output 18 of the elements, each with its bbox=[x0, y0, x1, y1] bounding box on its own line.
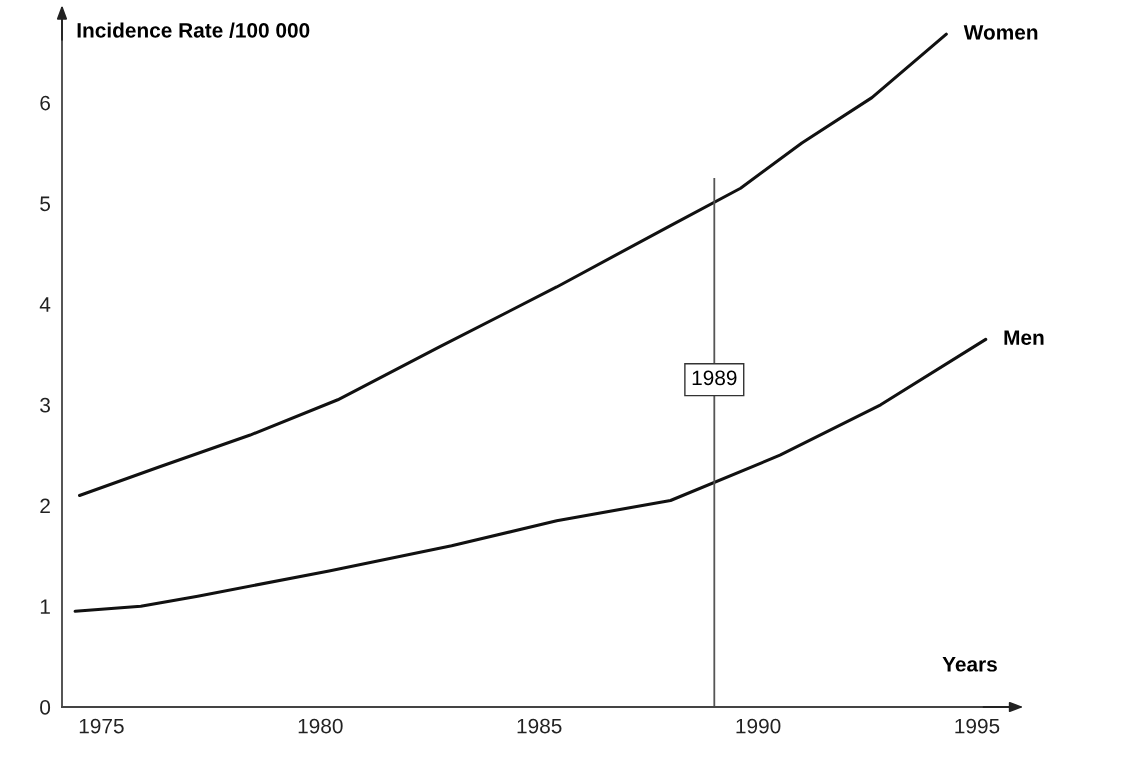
y-tick-label: 4 bbox=[39, 297, 51, 312]
y-tick-label: 3 bbox=[40, 397, 50, 413]
line-series bbox=[73, 337, 988, 613]
x-tick-label: 1995 bbox=[955, 718, 1000, 734]
y-tick-label: 1 bbox=[40, 599, 50, 614]
x-tick-label: 1975 bbox=[79, 718, 124, 734]
series-label: Men bbox=[1004, 330, 1044, 345]
x-tick-label: 1985 bbox=[517, 718, 562, 734]
ref-line-label: 1989 bbox=[692, 370, 737, 386]
x-tick-label: 1990 bbox=[736, 718, 781, 734]
y-tick-label: 0 bbox=[40, 700, 51, 715]
series-label: Women bbox=[963, 25, 1038, 40]
y-tick-label: 6 bbox=[40, 95, 50, 111]
y-tick-label: 2 bbox=[40, 498, 50, 514]
y-axis-title: Incidence Rate /100 000 bbox=[77, 22, 310, 38]
x-axis-title: Years bbox=[942, 657, 997, 672]
x-tick-label: 1980 bbox=[298, 718, 343, 734]
y-tick-label: 5 bbox=[40, 196, 51, 212]
